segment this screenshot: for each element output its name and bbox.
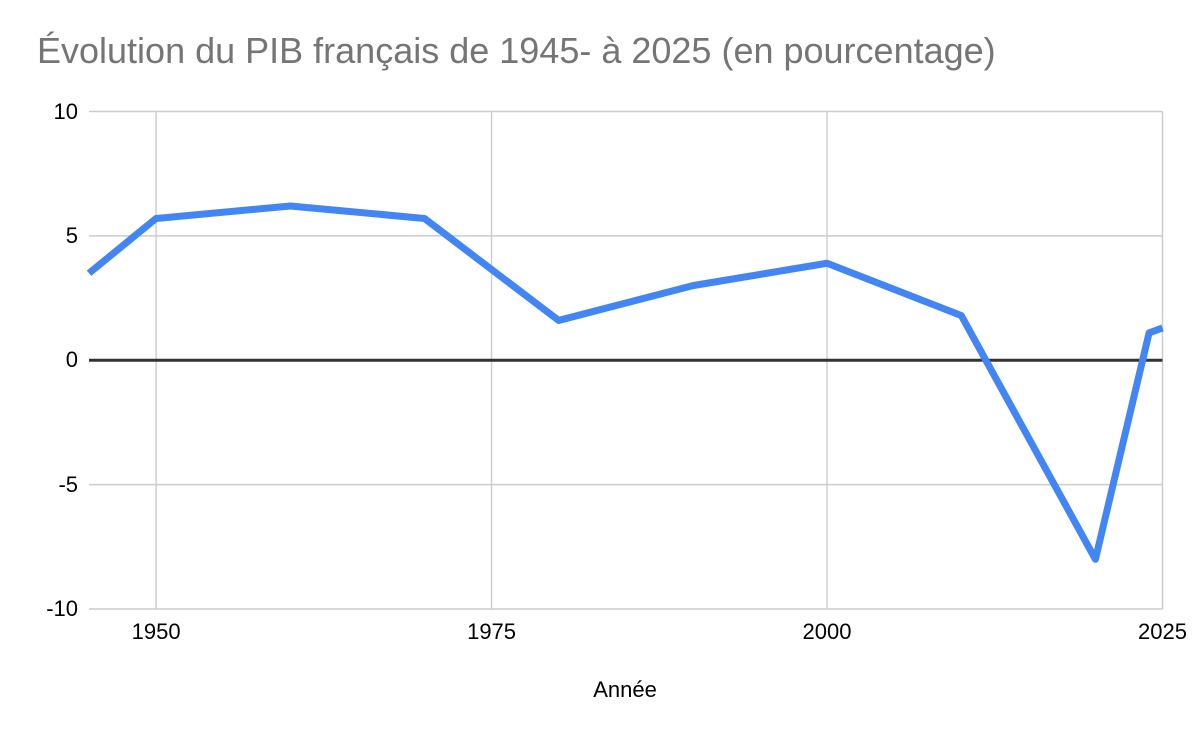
y-tick-label: -5 [58,471,78,497]
gdp-line [86,202,1164,563]
x-tick-label: 1975 [467,619,517,644]
y-tick-label: -10 [46,596,78,621]
y-tick-label: 5 [65,222,78,248]
y-tick-label: 10 [53,98,78,124]
x-axis-title: Année [593,677,657,702]
x-tick-label: 2025 [1138,619,1187,644]
chart-title: Évolution du PIB français de 1945- à 202… [37,30,996,71]
y-tick-label: 0 [65,347,78,373]
horizontal-gridlines [89,110,1163,610]
gdp-series-line [86,202,1164,563]
x-tick-label: 2000 [802,619,852,644]
x-tick-label: 1950 [131,619,181,644]
